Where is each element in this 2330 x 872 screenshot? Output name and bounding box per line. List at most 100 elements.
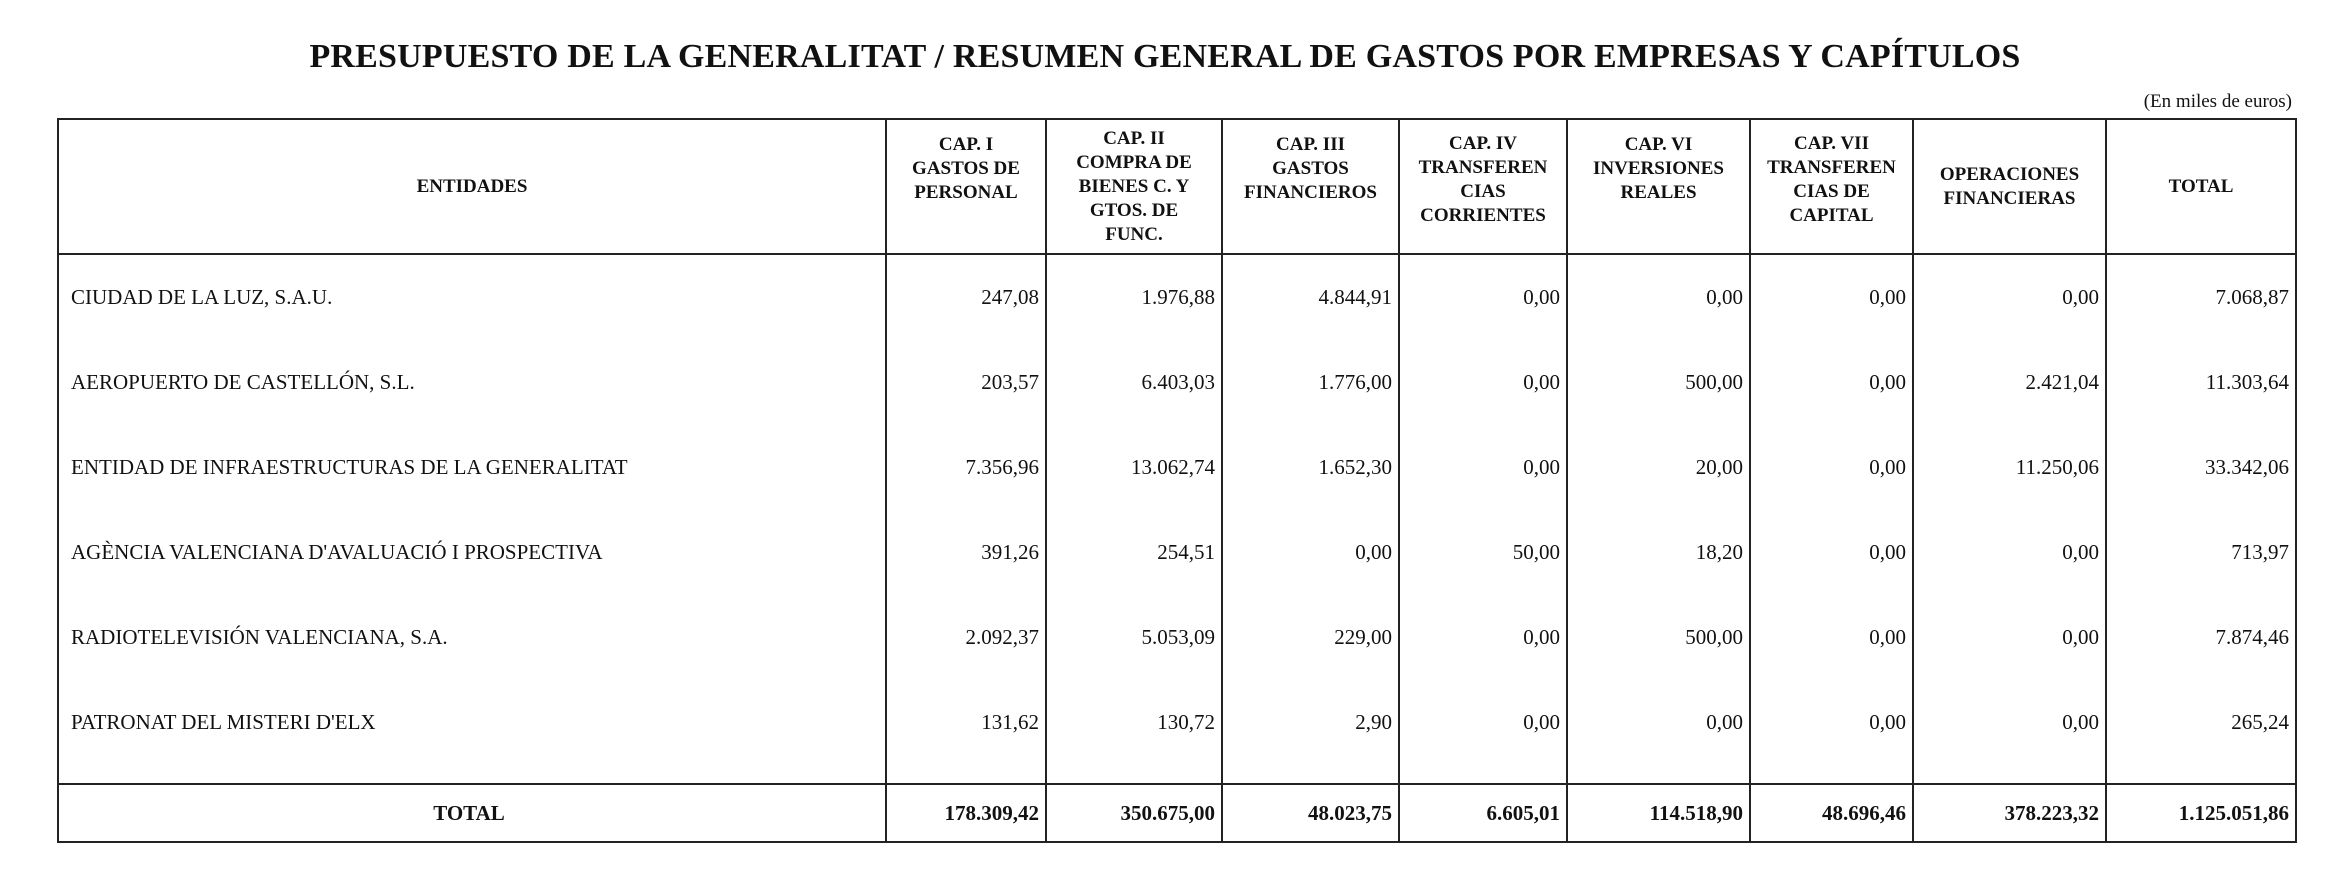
header-line: CIAS bbox=[1460, 180, 1506, 202]
cell-cap6: 500,00 bbox=[1566, 340, 1751, 425]
cell-cap1: 247,08 bbox=[885, 254, 1047, 340]
cell-total: 7.874,46 bbox=[2105, 595, 2297, 680]
table-row: RADIOTELEVISIÓN VALENCIANA, S.A. 2.092,3… bbox=[57, 595, 2297, 680]
header-cap2: CAP. II COMPRA DE BIENES C. Y GTOS. DE F… bbox=[1045, 118, 1223, 255]
total-label: TOTAL bbox=[57, 783, 887, 843]
header-line: GASTOS DE bbox=[912, 157, 1020, 179]
cell-cap4: 50,00 bbox=[1398, 510, 1568, 595]
header-line: CAP. II bbox=[1103, 127, 1165, 149]
cell-total: 33.342,06 bbox=[2105, 425, 2297, 510]
cell-opfin: 2.421,04 bbox=[1912, 340, 2107, 425]
cell-cap3: 2,90 bbox=[1221, 680, 1400, 765]
header-line: OPERACIONES bbox=[1939, 163, 2080, 185]
cell-entity: AEROPUERTO DE CASTELLÓN, S.L. bbox=[57, 340, 887, 425]
cell-cap1: 203,57 bbox=[885, 340, 1047, 425]
header-line: TRANSFEREN bbox=[1418, 156, 1548, 178]
header-line: INVERSIONES bbox=[1593, 157, 1724, 179]
cell-cap3: 1.652,30 bbox=[1221, 425, 1400, 510]
total-cap2: 350.675,00 bbox=[1045, 783, 1223, 843]
cell-cap1: 131,62 bbox=[885, 680, 1047, 765]
cell-cap7: 0,00 bbox=[1749, 340, 1914, 425]
cell-cap6: 0,00 bbox=[1566, 254, 1751, 340]
cell-cap2: 1.976,88 bbox=[1045, 254, 1223, 340]
header-cap1: CAP. I GASTOS DE PERSONAL bbox=[885, 118, 1047, 255]
cell-cap3: 229,00 bbox=[1221, 595, 1400, 680]
table-row: CIUDAD DE LA LUZ, S.A.U. 247,08 1.976,88… bbox=[57, 254, 2297, 340]
cell-cap7: 0,00 bbox=[1749, 254, 1914, 340]
total-cap7: 48.696,46 bbox=[1749, 783, 1914, 843]
header-cap7: CAP. VII TRANSFEREN CIAS DE CAPITAL bbox=[1749, 118, 1914, 255]
header-line: GTOS. DE bbox=[1089, 199, 1179, 221]
header-line: FUNC. bbox=[1105, 223, 1163, 245]
header-line: CIAS DE bbox=[1793, 180, 1870, 202]
cell-cap1: 7.356,96 bbox=[885, 425, 1047, 510]
total-opfin: 378.223,32 bbox=[1912, 783, 2107, 843]
cell-cap4: 0,00 bbox=[1398, 425, 1568, 510]
cell-cap4: 0,00 bbox=[1398, 680, 1568, 765]
header-line: TRANSFEREN bbox=[1767, 156, 1896, 178]
header-line: GASTOS bbox=[1272, 157, 1349, 179]
cell-entity: AGÈNCIA VALENCIANA D'AVALUACIÓ I PROSPEC… bbox=[57, 510, 887, 595]
cell-cap2: 6.403,03 bbox=[1045, 340, 1223, 425]
total-cap1: 178.309,42 bbox=[885, 783, 1047, 843]
header-entidades: ENTIDADES bbox=[57, 118, 887, 255]
cell-cap2: 254,51 bbox=[1045, 510, 1223, 595]
units-note: (En miles de euros) bbox=[2143, 91, 2292, 112]
cell-cap7: 0,00 bbox=[1749, 510, 1914, 595]
header-line: COMPRA DE bbox=[1076, 151, 1192, 173]
cell-cap7: 0,00 bbox=[1749, 680, 1914, 765]
header-opfin: OPERACIONES FINANCIERAS bbox=[1912, 118, 2107, 255]
header-line: REALES bbox=[1620, 181, 1697, 203]
cell-cap2: 5.053,09 bbox=[1045, 595, 1223, 680]
total-row: TOTAL 178.309,42 350.675,00 48.023,75 6.… bbox=[57, 783, 2297, 843]
spacer-row bbox=[57, 765, 2297, 784]
cell-cap7: 0,00 bbox=[1749, 425, 1914, 510]
cell-cap3: 0,00 bbox=[1221, 510, 1400, 595]
cell-opfin: 11.250,06 bbox=[1912, 425, 2107, 510]
table-row: AGÈNCIA VALENCIANA D'AVALUACIÓ I PROSPEC… bbox=[57, 510, 2297, 595]
cell-cap7: 0,00 bbox=[1749, 595, 1914, 680]
page-title: PRESUPUESTO DE LA GENERALITAT / RESUMEN … bbox=[309, 38, 2021, 75]
cell-cap2: 13.062,74 bbox=[1045, 425, 1223, 510]
header-cap4: CAP. IV TRANSFEREN CIAS CORRIENTES bbox=[1398, 118, 1568, 255]
header-total: TOTAL bbox=[2105, 118, 2297, 255]
header-line: CORRIENTES bbox=[1420, 204, 1546, 226]
cell-cap4: 0,00 bbox=[1398, 595, 1568, 680]
cell-cap4: 0,00 bbox=[1398, 340, 1568, 425]
header-line: CAP. III bbox=[1276, 133, 1345, 155]
header-line: FINANCIERAS bbox=[1943, 187, 2076, 209]
cell-total: 11.303,64 bbox=[2105, 340, 2297, 425]
cell-entity: RADIOTELEVISIÓN VALENCIANA, S.A. bbox=[57, 595, 887, 680]
cell-cap1: 391,26 bbox=[885, 510, 1047, 595]
header-line: CAPITAL bbox=[1789, 204, 1874, 226]
header-line: CAP. VI bbox=[1624, 133, 1693, 155]
header-cap6: CAP. VI INVERSIONES REALES bbox=[1566, 118, 1751, 255]
cell-total: 7.068,87 bbox=[2105, 254, 2297, 340]
cell-opfin: 0,00 bbox=[1912, 510, 2107, 595]
budget-table: ENTIDADES CAP. I GASTOS DE PERSONAL CAP.… bbox=[57, 118, 2297, 843]
table-row: ENTIDAD DE INFRAESTRUCTURAS DE LA GENERA… bbox=[57, 425, 2297, 510]
cell-cap1: 2.092,37 bbox=[885, 595, 1047, 680]
cell-cap6: 18,20 bbox=[1566, 510, 1751, 595]
cell-entity: PATRONAT DEL MISTERI D'ELX bbox=[57, 680, 887, 765]
table-row: AEROPUERTO DE CASTELLÓN, S.L. 203,57 6.4… bbox=[57, 340, 2297, 425]
cell-cap6: 500,00 bbox=[1566, 595, 1751, 680]
header-line: FINANCIEROS bbox=[1243, 181, 1378, 203]
header-line: CAP. VII bbox=[1794, 132, 1869, 154]
cell-cap6: 0,00 bbox=[1566, 680, 1751, 765]
total-cap4: 6.605,01 bbox=[1398, 783, 1568, 843]
table-row: PATRONAT DEL MISTERI D'ELX 131,62 130,72… bbox=[57, 680, 2297, 765]
cell-cap3: 1.776,00 bbox=[1221, 340, 1400, 425]
header-line: BIENES C. Y bbox=[1078, 175, 1190, 197]
header-line: PERSONAL bbox=[914, 181, 1018, 203]
header-row: ENTIDADES CAP. I GASTOS DE PERSONAL CAP.… bbox=[57, 118, 2297, 255]
total-cap6: 114.518,90 bbox=[1566, 783, 1751, 843]
cell-cap4: 0,00 bbox=[1398, 254, 1568, 340]
cell-cap3: 4.844,91 bbox=[1221, 254, 1400, 340]
cell-cap2: 130,72 bbox=[1045, 680, 1223, 765]
cell-opfin: 0,00 bbox=[1912, 254, 2107, 340]
total-total: 1.125.051,86 bbox=[2105, 783, 2297, 843]
header-cap3: CAP. III GASTOS FINANCIEROS bbox=[1221, 118, 1400, 255]
cell-entity: CIUDAD DE LA LUZ, S.A.U. bbox=[57, 254, 887, 340]
header-line: CAP. IV bbox=[1449, 132, 1517, 154]
